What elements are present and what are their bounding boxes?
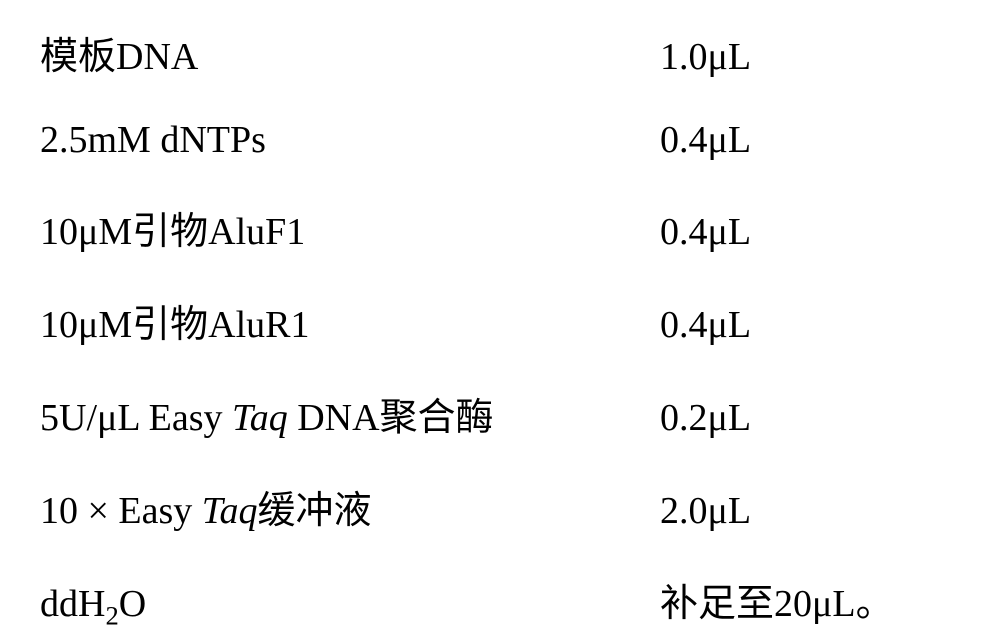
- table-row: ddH2O 补足至20μL。: [40, 572, 960, 632]
- component-cell: 10 × Easy Taq缓冲液: [40, 479, 630, 534]
- amount-cell: 1.0μL: [630, 35, 960, 79]
- table-row: 模板DNA 1.0μL: [40, 25, 960, 80]
- table-row: 10μM引物AluR1 0.4μL: [40, 293, 960, 348]
- component-cell: 2.5mM dNTPs: [40, 118, 630, 162]
- component-cell: 5U/μL Easy Taq DNA聚合酶: [40, 386, 630, 441]
- component-cell: 10μM引物AluF1: [40, 200, 630, 255]
- amount-cell: 0.2μL: [630, 396, 960, 440]
- component-cell: 10μM引物AluR1: [40, 293, 630, 348]
- table-row: 2.5mM dNTPs 0.4μL: [40, 118, 960, 162]
- table-row: 5U/μL Easy Taq DNA聚合酶 0.2μL: [40, 386, 960, 441]
- table-row: 10μM引物AluF1 0.4μL: [40, 200, 960, 255]
- reagent-table: 模板DNA 1.0μL 2.5mM dNTPs 0.4μL 10μM引物AluF…: [40, 25, 960, 632]
- amount-cell: 0.4μL: [630, 210, 960, 254]
- amount-cell: 2.0μL: [630, 489, 960, 533]
- component-cell: 模板DNA: [40, 25, 630, 80]
- amount-cell: 0.4μL: [630, 303, 960, 347]
- table-row: 10 × Easy Taq缓冲液 2.0μL: [40, 479, 960, 534]
- component-cell: ddH2O: [40, 582, 630, 632]
- amount-cell: 补足至20μL。: [630, 572, 960, 627]
- amount-cell: 0.4μL: [630, 118, 960, 162]
